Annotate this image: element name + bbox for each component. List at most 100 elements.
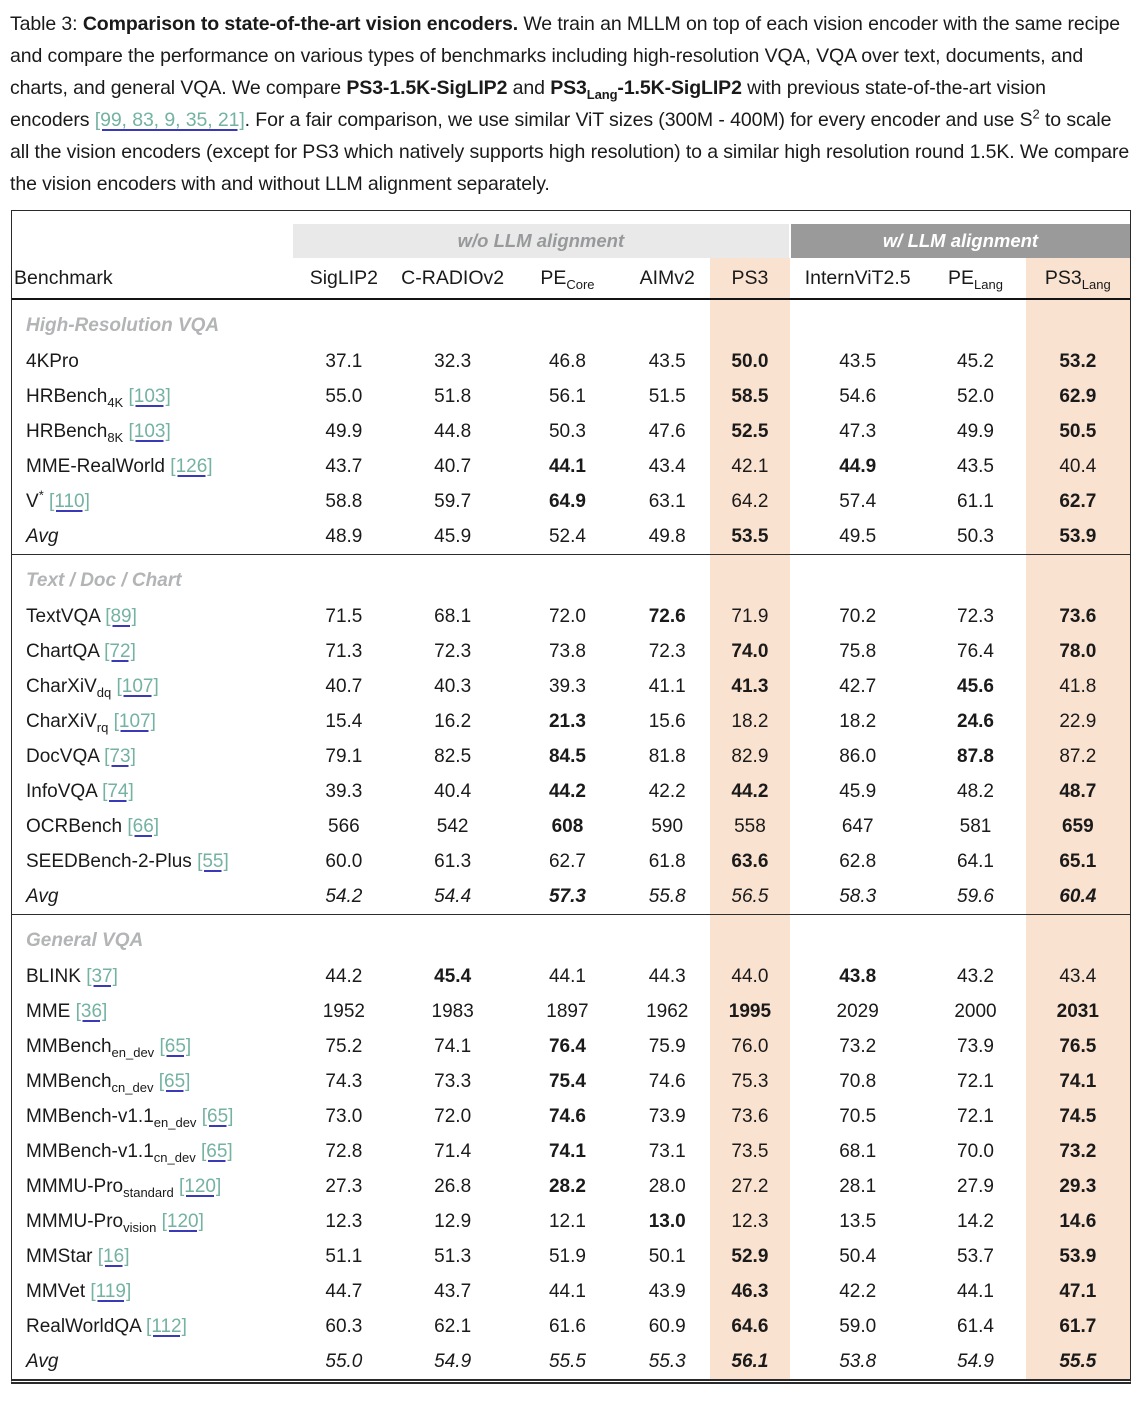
citation-link[interactable]: [107]: [116, 675, 159, 697]
benchmark-cell: TextVQA [89]: [12, 599, 293, 634]
value-cell: 72.1: [957, 1105, 994, 1127]
citation-link[interactable]: [103]: [128, 420, 171, 442]
citation-link[interactable]: [36]: [75, 1000, 108, 1022]
benchmark-name: MMBench: [26, 1035, 112, 1057]
column-header: AIMv2: [625, 258, 710, 299]
benchmark-cell: 4KPro: [12, 344, 293, 379]
benchmark-name: SEEDBench-2-Plus: [26, 850, 192, 872]
benchmark-name: MMMU-Pro: [26, 1175, 124, 1197]
table-row: Avg 54.2 54.4 57.3 55.8 56.5 58.3 59.6 60.4: [12, 879, 1130, 915]
value-cell: 45.2: [957, 350, 994, 372]
value-cell: 43.7: [434, 1280, 472, 1302]
column-header-label: SigLIP2: [309, 267, 379, 289]
citation-link[interactable]: [37]: [86, 965, 118, 987]
caption-citation-link[interactable]: [99, 83, 9, 35, 21]: [94, 109, 245, 131]
benchmark-cell: HRBench8K [103]: [12, 414, 293, 449]
value-cell: 64.9: [548, 490, 586, 512]
column-header-subscript: Lang: [1081, 276, 1111, 292]
section-spacer-cell: [625, 915, 710, 960]
value-cell: 73.2: [1025, 1134, 1130, 1169]
citation-link[interactable]: [119]: [90, 1280, 132, 1302]
section-spacer-cell: [925, 915, 1025, 960]
citation-link[interactable]: [89]: [105, 605, 137, 627]
value-cell: 73.9: [648, 1105, 686, 1127]
value-cell: 74.3: [325, 1070, 363, 1092]
section-spacer-cell: [790, 915, 925, 960]
value-cell: 73.9: [957, 1035, 994, 1057]
value-cell: 55.3: [648, 1350, 686, 1372]
table-row: BLINK [37] 44.2 45.4 44.1 44.3 44.0 43.8 43.2 43…: [12, 959, 1130, 994]
value-cell: 58.8: [325, 490, 363, 512]
citation-link[interactable]: [65]: [201, 1105, 234, 1127]
value-cell: 659: [1025, 809, 1130, 844]
citation-link[interactable]: [55]: [197, 850, 229, 872]
value-cell: 55.5: [1025, 1344, 1130, 1379]
value-cell: 81.8: [648, 745, 686, 767]
section-title: General VQA: [26, 930, 144, 951]
benchmark-name: DocVQA: [26, 745, 99, 767]
value-cell: 45.9: [839, 780, 877, 802]
section-spacer-cell: [395, 915, 510, 960]
value-cell: 53.7: [957, 1245, 994, 1267]
value-cell: 28.1: [839, 1175, 877, 1197]
column-header-label: PE: [948, 267, 975, 289]
value-cell: 60.4: [1025, 879, 1130, 915]
value-cell: 86.0: [839, 745, 877, 767]
citation-link[interactable]: [103]: [128, 385, 171, 407]
benchmark-name: MME: [26, 1000, 71, 1022]
value-cell: 59.6: [957, 885, 994, 907]
benchmark-name: Avg: [26, 525, 59, 547]
value-cell: 72.1: [957, 1070, 994, 1092]
benchmark-cell: SEEDBench-2-Plus [55]: [12, 844, 293, 879]
value-cell: 558: [709, 809, 791, 844]
table-row: MMMU-Prostandard [120] 27.3 26.8 28.2 28.0 27…: [12, 1169, 1130, 1204]
value-cell: 45.9: [434, 525, 472, 547]
citation-link[interactable]: [112]: [146, 1315, 187, 1337]
benchmark-name: BLINK: [26, 965, 81, 987]
column-header: InternViT2.5: [790, 258, 925, 299]
benchmark-cell: Avg: [12, 519, 293, 555]
citation-link[interactable]: [110]: [49, 490, 90, 512]
group-header-row: w/o LLM alignment w/ LLM alignment: [12, 224, 1130, 258]
value-cell: 62.7: [1025, 484, 1130, 519]
value-cell: 542: [436, 815, 469, 837]
section-spacer-cell: [790, 299, 925, 344]
value-cell: 44.1: [548, 455, 586, 477]
citation-link[interactable]: [16]: [97, 1245, 130, 1267]
value-cell: 87.8: [957, 745, 994, 767]
value-cell: 82.5: [434, 745, 472, 767]
citation-link[interactable]: [74]: [102, 780, 134, 802]
value-cell: 74.6: [548, 1105, 586, 1127]
value-cell: 14.6: [1025, 1204, 1130, 1239]
benchmark-cell: V* [110]: [12, 484, 293, 519]
benchmark-name: MMBench-v1.1: [26, 1140, 154, 1162]
citation-link[interactable]: [120]: [161, 1210, 204, 1232]
value-cell: 58.3: [839, 885, 877, 907]
benchmark-name: OCRBench: [26, 815, 123, 837]
citation-link[interactable]: [65]: [158, 1070, 191, 1092]
value-cell: 52.9: [709, 1239, 791, 1274]
benchmark-name: CharXiV: [26, 675, 97, 697]
citation-link[interactable]: [65]: [200, 1140, 233, 1162]
citation-link[interactable]: [126]: [170, 455, 213, 477]
citation-link[interactable]: [120]: [178, 1175, 222, 1197]
column-header: PS3: [709, 258, 791, 299]
value-cell: 87.2: [1025, 739, 1130, 774]
table-row: MMBenchen_dev [65] 75.2 74.1 76.4 75.9 76.0 73…: [12, 1029, 1130, 1064]
citation-link[interactable]: [66]: [127, 815, 160, 837]
column-header-label: PS3: [731, 267, 769, 289]
value-cell: 64.6: [709, 1309, 791, 1344]
citation-link[interactable]: [73]: [104, 745, 136, 767]
value-cell: 44.1: [548, 965, 586, 987]
benchmark-cell: InfoVQA [74]: [12, 774, 293, 809]
section-spacer-cell: [510, 555, 624, 600]
value-cell: 59.7: [434, 490, 472, 512]
citation-link[interactable]: [107]: [113, 710, 156, 732]
table-row: MMStar [16] 51.1 51.3 51.9 50.1 52.9 50.4 53.7 5…: [12, 1239, 1130, 1274]
value-cell: 73.8: [548, 640, 586, 662]
citation-link[interactable]: [65]: [159, 1035, 192, 1057]
column-header: PECore: [510, 258, 624, 299]
value-cell: 44.1: [548, 1280, 586, 1302]
citation-link[interactable]: [72]: [104, 640, 136, 662]
value-cell: 47.1: [1025, 1274, 1130, 1309]
